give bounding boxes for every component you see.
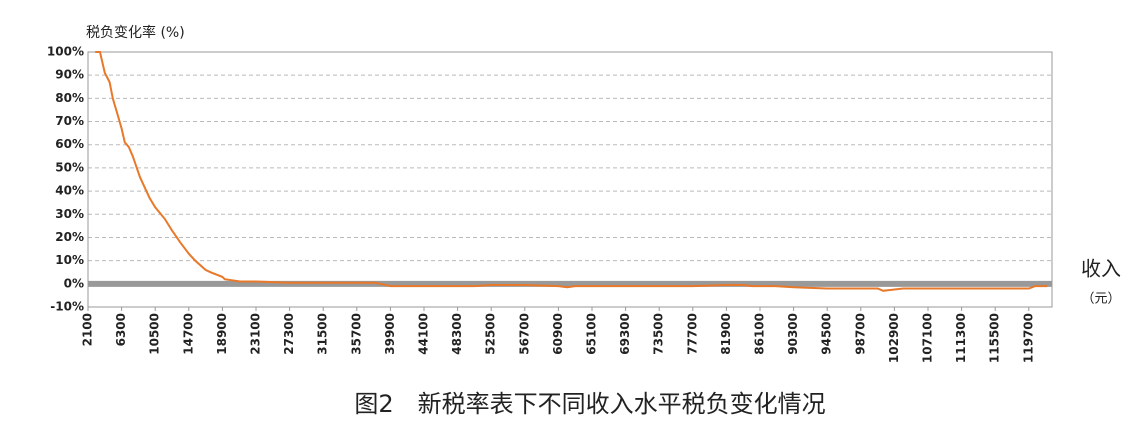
x-tick-label: 14700 — [181, 313, 195, 355]
x-tick-label: 35700 — [349, 313, 363, 355]
x-tick-label: 18900 — [215, 313, 229, 355]
x-tick-label: 107100 — [921, 313, 935, 363]
x-tick-label: 31500 — [316, 313, 330, 355]
plot-frame — [87, 51, 1053, 308]
y-tick-label: 50% — [55, 160, 84, 174]
x-tick-label: 86100 — [753, 313, 767, 355]
x-tick-label: 6300 — [114, 313, 128, 346]
x-tick-label: 111300 — [954, 313, 968, 363]
y-tick-label: 100% — [47, 45, 84, 59]
y-tick-label: 80% — [55, 91, 84, 105]
y-tick-label: 0% — [64, 276, 84, 290]
x-tick-label: 10500 — [148, 313, 162, 355]
x-tick-label: 73500 — [652, 313, 666, 355]
x-tick-label: 90300 — [786, 313, 800, 355]
y-tick-label: 30% — [55, 207, 84, 221]
x-tick-label: 119700 — [1021, 313, 1035, 363]
x-tick-label: 102900 — [887, 313, 901, 363]
x-tick-label: 98700 — [853, 313, 867, 355]
x-tick-label: 81900 — [719, 313, 733, 355]
y-tick-label: 20% — [55, 230, 84, 244]
y-tick-label: 70% — [55, 114, 84, 128]
x-tick-label: 44100 — [417, 313, 431, 355]
x-tick-label: 48300 — [450, 313, 464, 355]
caption: 图2 新税率表下不同收入水平税负变化情况 — [354, 390, 825, 418]
x-tick-label: 2100 — [81, 313, 95, 346]
x-axis-unit: （元） — [1081, 292, 1120, 307]
x-tick-label: 69300 — [618, 313, 632, 355]
x-tick-label: 39900 — [383, 313, 397, 355]
x-tick-label: 60900 — [551, 313, 565, 355]
x-tick-label: 115500 — [988, 313, 1002, 363]
x-tick-label: 65100 — [585, 313, 599, 355]
x-tick-label: 56700 — [517, 313, 531, 355]
line — [95, 51, 1048, 292]
y-tick-label: 60% — [55, 137, 84, 151]
y-tick-label: 90% — [55, 68, 84, 82]
x-tick-label: 77700 — [685, 313, 699, 355]
x-tick-label: 52500 — [484, 313, 498, 355]
x-tick-label: 23100 — [249, 313, 263, 355]
x-axis-title: 收入 — [1081, 257, 1121, 281]
y-tick-label: 10% — [55, 253, 84, 267]
y-tick-label: 40% — [55, 184, 84, 198]
x-tick-label: 27300 — [282, 313, 296, 355]
y-tick-label: -10% — [50, 300, 84, 314]
y-axis-title: 税负变化率 (%) — [86, 24, 185, 41]
x-tick-label: 94500 — [820, 313, 834, 355]
